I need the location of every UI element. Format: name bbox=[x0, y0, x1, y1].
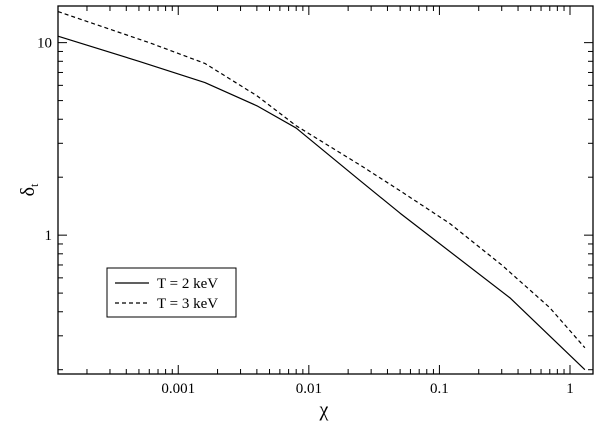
plot-frame bbox=[57, 5, 594, 375]
legend-box bbox=[106, 267, 237, 318]
x-tick-label: 0.001 bbox=[161, 381, 195, 397]
series-layer bbox=[57, 11, 586, 371]
series-line-t3 bbox=[57, 11, 586, 349]
legend: T = 2 keV T = 3 keV bbox=[106, 267, 237, 318]
series-line-t2 bbox=[57, 35, 586, 371]
x-tick-label: 1 bbox=[566, 381, 574, 397]
y-axis-label-subscript: t bbox=[27, 183, 41, 187]
x-tick-label: 0.01 bbox=[296, 381, 322, 397]
y-tick-label: 10 bbox=[37, 36, 52, 52]
x-tick-label: 0.1 bbox=[430, 381, 449, 397]
ticks-layer bbox=[58, 6, 593, 374]
y-tick-label: 1 bbox=[45, 228, 53, 244]
legend-label-t2: T = 2 keV bbox=[157, 276, 218, 292]
y-axis-label: δt bbox=[17, 183, 41, 196]
y-axis-label-main: δ bbox=[17, 187, 39, 196]
tick-labels-layer: 0.001 0.01 0.1 1 1 10 bbox=[37, 36, 574, 397]
x-axis-label: χ bbox=[319, 399, 329, 421]
legend-label-t3: T = 3 keV bbox=[157, 296, 218, 312]
